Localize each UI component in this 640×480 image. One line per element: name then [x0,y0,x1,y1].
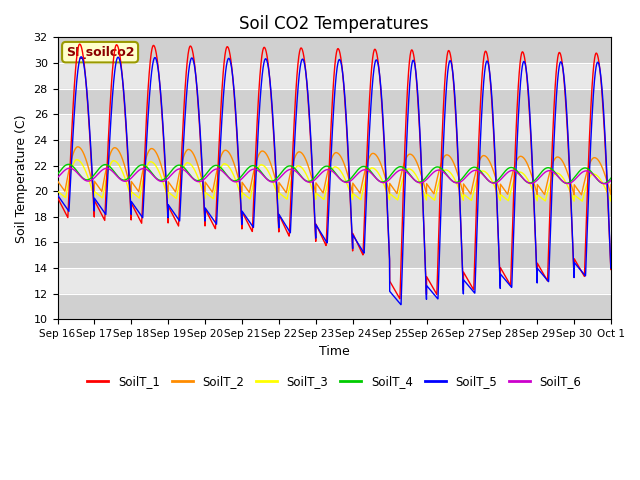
Y-axis label: Soil Temperature (C): Soil Temperature (C) [15,114,28,242]
SoilT_3 [570,198,578,204]
SoilT_1 [54,195,61,201]
SoilT_3 [54,188,61,194]
SoilT_6 [66,165,74,171]
SoilT_4 [65,161,72,167]
SoilT_6 [601,181,609,187]
Line: SoilT_2: SoilT_2 [58,147,611,195]
SoilT_4 [172,163,180,169]
SoilT_4 [398,164,406,170]
SoilT_2 [607,192,614,197]
SoilT_3 [555,171,563,177]
SoilT_2 [398,168,406,174]
Line: SoilT_5: SoilT_5 [58,57,611,305]
Title: Soil CO2 Temperatures: Soil CO2 Temperatures [239,15,429,33]
SoilT_6 [54,175,61,180]
SoilT_5 [607,254,615,260]
SoilT_4 [388,170,396,176]
Legend: SoilT_1, SoilT_2, SoilT_3, SoilT_4, SoilT_5, SoilT_6: SoilT_1, SoilT_2, SoilT_3, SoilT_4, Soil… [83,370,586,393]
SoilT_6 [607,178,614,183]
Line: SoilT_6: SoilT_6 [58,168,611,184]
SoilT_2 [74,144,82,150]
Bar [58,140,611,166]
SoilT_3 [398,179,406,185]
SoilT_5 [54,192,61,198]
SoilT_2 [54,178,61,184]
SoilT_1 [607,251,615,257]
Line: SoilT_4: SoilT_4 [58,164,611,183]
Bar [58,89,611,114]
SoilT_3 [388,193,396,199]
Bar [58,242,611,268]
SoilT_5 [398,267,406,273]
SoilT_1 [607,267,614,273]
SoilT_1 [76,41,83,47]
SoilT_1 [398,223,406,229]
SoilT_5 [209,215,216,221]
SoilT_5 [77,54,85,60]
SoilT_2 [555,154,563,160]
SoilT_1 [396,296,404,301]
Line: SoilT_1: SoilT_1 [58,44,611,299]
SoilT_5 [555,67,563,72]
X-axis label: Time: Time [319,345,349,358]
SoilT_2 [578,192,586,198]
SoilT_5 [388,291,396,297]
SoilT_6 [388,174,396,180]
Text: SI_soilco2: SI_soilco2 [66,46,134,59]
SoilT_3 [209,195,216,201]
SoilT_6 [209,168,216,174]
SoilT_3 [172,195,180,201]
SoilT_2 [607,182,615,188]
SoilT_6 [398,167,406,173]
SoilT_5 [172,213,180,219]
SoilT_2 [388,184,396,190]
SoilT_4 [607,175,615,181]
SoilT_3 [73,157,81,163]
Bar [58,37,611,63]
SoilT_5 [607,265,614,271]
SoilT_6 [555,174,563,180]
SoilT_4 [54,171,61,177]
SoilT_4 [209,164,216,170]
SoilT_2 [172,186,180,192]
SoilT_1 [555,50,563,56]
Bar [58,294,611,319]
Line: SoilT_3: SoilT_3 [58,160,611,201]
SoilT_6 [607,178,615,183]
SoilT_1 [388,283,396,288]
SoilT_2 [209,189,216,195]
SoilT_4 [600,180,607,186]
Bar [58,191,611,217]
SoilT_3 [607,192,615,198]
SoilT_1 [209,220,216,226]
SoilT_1 [172,219,180,225]
SoilT_3 [607,198,614,204]
SoilT_5 [397,302,404,308]
SoilT_6 [172,168,180,173]
SoilT_4 [555,174,563,180]
SoilT_4 [607,175,614,181]
